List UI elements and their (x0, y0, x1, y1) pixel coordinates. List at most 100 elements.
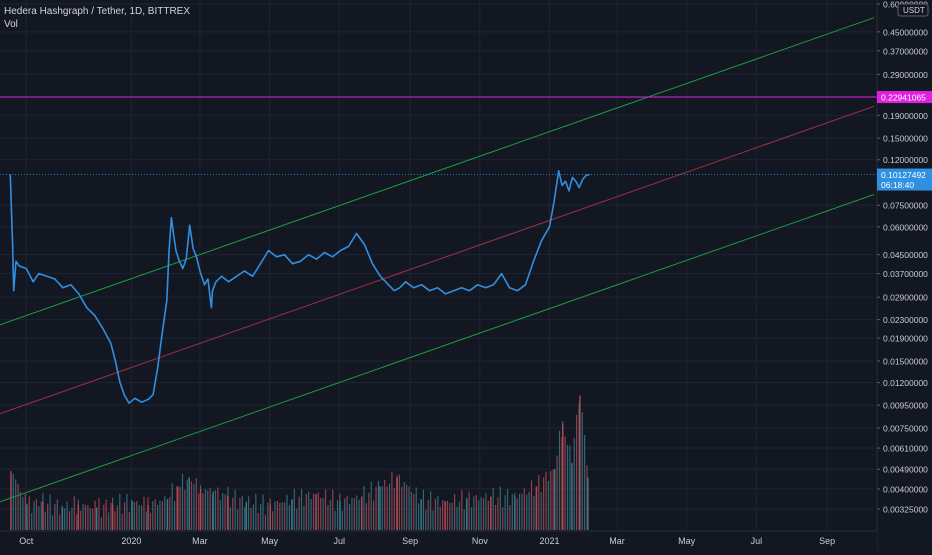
volume-bar (320, 498, 322, 530)
price-tick-label: 0.15000000 (883, 134, 928, 144)
volume-bar (361, 496, 363, 530)
volume-bar (26, 504, 28, 530)
price-tick-label: 0.37000000 (883, 46, 928, 56)
price-series (9, 170, 590, 405)
price-tick-label: 0.02900000 (883, 293, 928, 303)
volume-bar (478, 500, 480, 530)
volume-bar (324, 489, 327, 530)
volume-bar (234, 489, 236, 530)
price-tick-label: 0.04500000 (883, 250, 928, 260)
volume-legend-label[interactable]: Vol (4, 19, 18, 30)
currency-badge-label: USDT (903, 6, 925, 15)
volume-bar (346, 495, 348, 530)
volume-bar (368, 492, 370, 530)
volume-bar (370, 481, 372, 530)
volume-bar (229, 507, 231, 530)
volume-bar (317, 492, 319, 530)
volume-bar (188, 477, 190, 530)
volume-bar (332, 489, 334, 530)
volume-bar (298, 496, 300, 530)
volume-bar (184, 489, 186, 530)
volume-bar (446, 500, 449, 530)
volume-bar (463, 509, 465, 530)
volume-bar (456, 506, 458, 530)
volume-bar (523, 488, 525, 530)
volume-bar (59, 514, 61, 530)
volume-bar (262, 494, 264, 530)
price-axis[interactable]: 0.600000000.450000000.370000000.29000000… (876, 0, 932, 550)
volume-bar (341, 510, 343, 530)
volume-bar (133, 501, 135, 530)
volume-bar (439, 507, 441, 530)
price-tick-label: 0.45000000 (883, 27, 928, 37)
volume-bar (497, 497, 499, 530)
volume-bar (119, 493, 121, 530)
volume-bar (437, 495, 439, 530)
volume-bar (107, 512, 110, 530)
volume-bar (296, 508, 298, 530)
symbol-title[interactable]: Hedera Hashgraph / Tether, 1D, BITTREX (4, 6, 191, 17)
volume-bar (84, 504, 87, 530)
volume-bar (427, 499, 429, 530)
time-tick-label: Sep (402, 536, 418, 546)
volume-bar (255, 493, 257, 530)
volume-bar (42, 501, 44, 530)
volume-bar (377, 480, 380, 530)
volume-bar (111, 504, 114, 530)
horizontal-line[interactable] (0, 96, 877, 176)
volume-bar (365, 503, 368, 530)
volume-bar (396, 477, 398, 530)
volume-bar (454, 493, 456, 530)
volume-bar (33, 501, 35, 530)
volume-bar (573, 437, 575, 530)
price-tick-label: 0.02300000 (883, 315, 928, 325)
volume-bar (281, 502, 283, 530)
volume-bar (94, 500, 96, 530)
time-axis[interactable]: Oct 2020 Mar May Jul Sep Nov 2021 Mar May Jul Sep (0, 530, 877, 550)
volume-bar (227, 496, 229, 530)
volume-bar (274, 501, 276, 530)
volume-bar (310, 499, 312, 530)
currency-badge[interactable]: USDT (897, 3, 929, 17)
volume-bar (181, 473, 184, 530)
volume-bar (388, 483, 391, 530)
time-tick-label: Nov (472, 536, 489, 546)
volume-bar (87, 505, 89, 530)
volume-bar (95, 507, 98, 530)
volume-bar (147, 504, 149, 530)
volume-bar (587, 477, 589, 530)
volume-bar (578, 403, 580, 530)
last-price-box (877, 168, 932, 191)
volume-bar (145, 511, 147, 530)
volume-bar (308, 491, 310, 530)
volume-bar (239, 497, 241, 530)
volume-bar (80, 510, 82, 530)
volume-bar (24, 493, 26, 530)
volume-bar (327, 505, 329, 530)
horizontal-line-price-label[interactable]: 0.22941065 (877, 91, 932, 104)
volume-bar (219, 500, 221, 530)
volume-bar (444, 501, 446, 530)
volume-bar (398, 474, 401, 530)
price-line (9, 170, 590, 405)
volume-bar (403, 482, 405, 530)
volume-bar (363, 485, 365, 530)
volume-bar (449, 502, 451, 530)
horizontal-line-label-box (877, 91, 932, 104)
volume-bar (401, 487, 403, 530)
volume-bar (379, 486, 381, 530)
volume-bar (54, 503, 56, 530)
volume-bar (272, 511, 274, 530)
price-tick-label: 0.07500000 (883, 201, 928, 211)
volume-bar (217, 487, 219, 530)
volume-bar (156, 504, 159, 530)
volume-bar (336, 500, 339, 530)
volume-bar (71, 507, 73, 530)
currency-badge-box[interactable] (897, 3, 929, 17)
volume-bar (152, 501, 154, 530)
price-tick-label: 0.01200000 (883, 378, 928, 388)
